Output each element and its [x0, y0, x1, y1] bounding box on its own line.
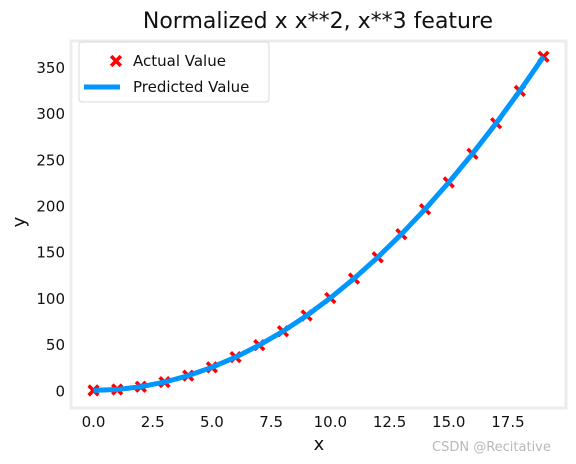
plot-area [87, 50, 550, 397]
legend-actual-label: Actual Value [133, 52, 226, 70]
x-tick-label: 7.5 [259, 413, 283, 431]
y-tick-label: 200 [36, 197, 65, 215]
predicted-value-line [93, 55, 546, 393]
legend-actual-marker [109, 54, 123, 68]
x-tick-label: 12.5 [373, 413, 406, 431]
y-tick-label: 350 [36, 59, 65, 77]
x-tick-label: 0.0 [82, 413, 106, 431]
y-tick-label: 250 [36, 151, 65, 169]
y-tick-label: 300 [36, 105, 65, 123]
watermark: CSDN @Recitative [432, 440, 551, 455]
y-axis-label: y [9, 216, 30, 227]
legend: Actual Value Predicted Value [78, 41, 270, 103]
y-tick-label: 150 [36, 244, 65, 262]
y-tick-label: 0 [55, 382, 65, 400]
x-ticks: 0.0 2.5 5.0 7.5 10.0 12.5 15.0 17.5 [82, 413, 525, 431]
chart-title: Normalized x x**2, x**3 feature [143, 9, 493, 34]
x-tick-label: 2.5 [141, 413, 165, 431]
x-tick-label: 5.0 [200, 413, 224, 431]
x-tick-label: 10.0 [314, 413, 347, 431]
x-axis-label: x [314, 434, 325, 455]
y-tick-label: 100 [36, 290, 65, 308]
y-ticks: 0 50 100 150 200 250 300 350 [36, 59, 65, 401]
legend-box [78, 41, 270, 103]
x-tick-label: 17.5 [491, 413, 524, 431]
y-tick-label: 50 [46, 336, 65, 354]
x-tick-label: 15.0 [432, 413, 465, 431]
legend-predicted-label: Predicted Value [133, 78, 249, 96]
